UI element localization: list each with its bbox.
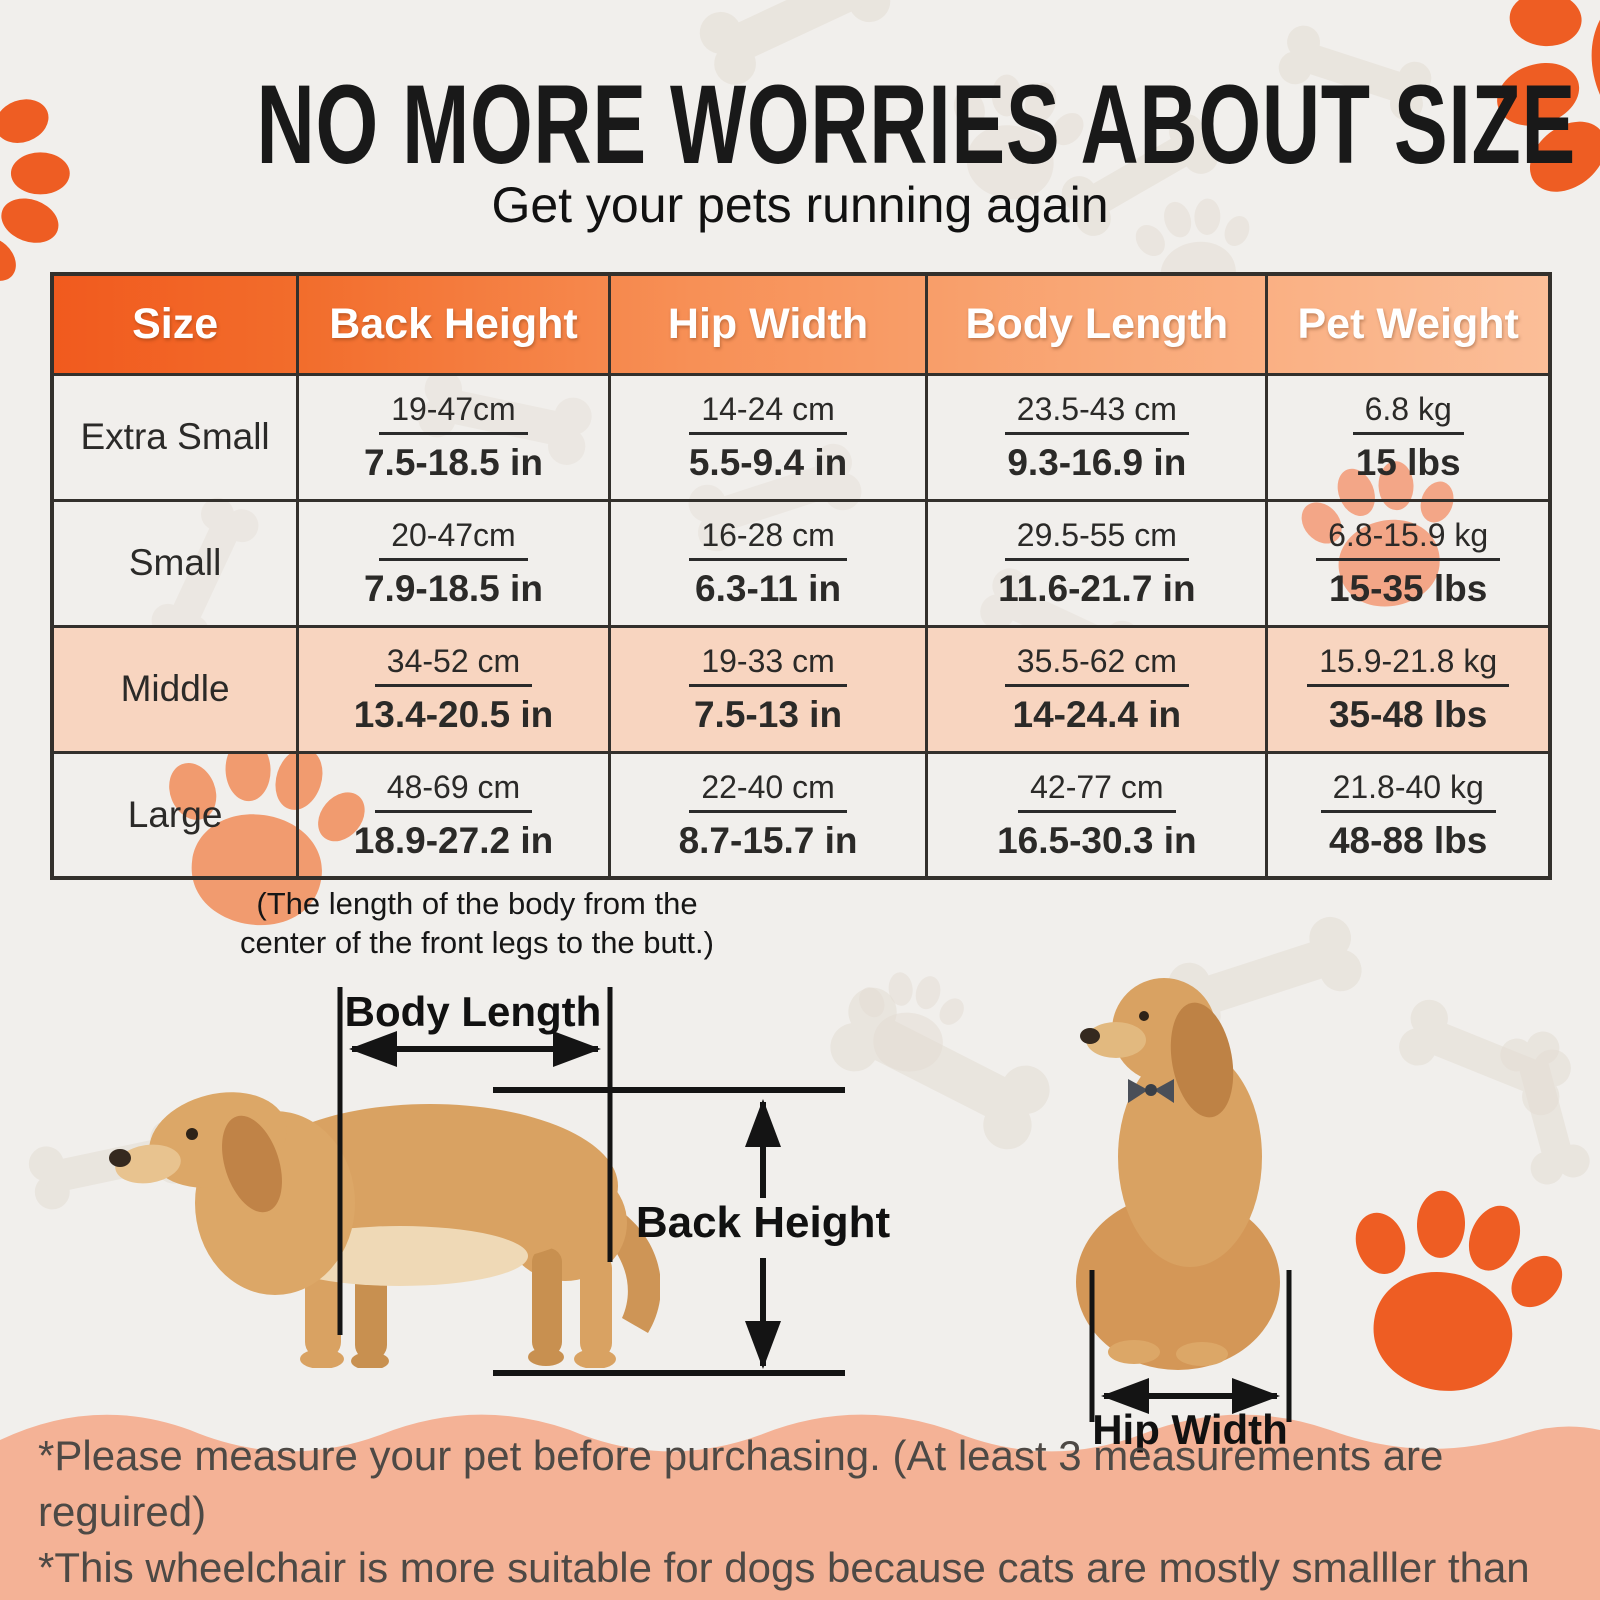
table-row-middle: Middle 34-52 cm 13.4-20.5 in 19-33 cm 7.5-… [50,624,1552,754]
pet-weight-cell: 6.8 kg 15 lbs [1265,372,1552,502]
table-header-row: Size Back Height Hip Width Body Length P… [50,272,1552,376]
column-header-pet-weight: Pet Weight [1265,272,1552,376]
standing-dog-illustration [100,1068,660,1368]
pet-weight-cell: 15.9-21.8 kg 35-48 lbs [1265,624,1552,754]
cm-value: 42-77 cm [1018,771,1176,813]
body-length-cell: 42-77 cm 16.5-30.3 in [925,750,1269,880]
column-header-size: Size [50,272,300,376]
pet-weight-cell: 6.8-15.9 kg 15-35 lbs [1265,498,1552,628]
cm-value: 23.5-43 cm [1004,393,1189,435]
size-label: Large [50,750,300,880]
pet-weight-cell: 21.8-40 kg 48-88 lbs [1265,750,1552,880]
hip-width-cell: 16-28 cm 6.3-11 in [607,498,929,628]
kg-value: 6.8 kg [1352,393,1464,435]
size-chart-table: Size Back Height Hip Width Body Length P… [50,272,1552,880]
column-header-hip-width: Hip Width [607,272,929,376]
footnotes: *Please measure your pet before purchasi… [38,1428,1583,1600]
size-label: Middle [50,624,300,754]
body-length-note-line1: (The length of the body from the [256,886,698,921]
lbs-value: 15-35 lbs [1328,568,1488,609]
cm-value: 20-47cm [379,519,528,561]
body-length-cell: 35.5-62 cm 14-24.4 in [925,624,1269,754]
cm-value: 48-69 cm [374,771,533,813]
cm-value: 22-40 cm [689,771,847,813]
kg-value: 6.8-15.9 kg [1316,519,1501,561]
hip-width-cell: 22-40 cm 8.7-15.7 in [607,750,929,880]
hip-width-cell: 14-24 cm 5.5-9.4 in [607,372,929,502]
cm-value: 16-28 cm [689,519,847,561]
body-length-note: (The length of the body from the center … [238,884,716,962]
in-value: 14-24.4 in [1012,694,1182,735]
footnote-2: *This wheelchair is more suitable for do… [38,1544,1530,1591]
body-length-cell: 29.5-55 cm 11.6-21.7 in [925,498,1269,628]
in-value: 9.3-16.9 in [1007,442,1187,483]
cm-value: 35.5-62 cm [1004,645,1189,687]
in-value: 18.9-27.2 in [353,819,554,861]
cm-value: 29.5-55 cm [1004,519,1189,561]
kg-value: 15.9-21.8 kg [1307,645,1510,687]
back-height-cell: 34-52 cm 13.4-20.5 in [296,624,611,754]
cm-value: 34-52 cm [374,645,533,687]
in-value: 11.6-21.7 in [998,568,1196,609]
in-value: 13.4-20.5 in [353,694,554,735]
page-title: NO MORE WORRIES ABOUT SIZE [0,60,1600,189]
lbs-value: 35-48 lbs [1328,694,1488,735]
footer-wave [0,1414,1600,1600]
in-value: 7.5-18.5 in [363,442,543,483]
table-row-extra-small: Extra Small 19-47cm 7.5-18.5 in 14-24 cm 5… [50,372,1552,502]
sitting-dog-illustration [1052,952,1304,1377]
footnote-1: *Please measure your pet before purchasi… [38,1432,1444,1535]
hip-width-cell: 19-33 cm 7.5-13 in [607,624,929,754]
back-height-cell: 20-47cm 7.9-18.5 in [296,498,611,628]
in-value: 7.5-13 in [693,694,843,735]
body-length-label: Body Length [344,988,602,1035]
back-height-cell: 48-69 cm 18.9-27.2 in [296,750,611,880]
body-length-cell: 23.5-43 cm 9.3-16.9 in [925,372,1269,502]
paw-pattern-icon [845,955,975,1085]
in-value: 8.7-15.7 in [678,819,858,861]
lbs-value: 15 lbs [1355,442,1461,483]
size-label: Extra Small [50,372,300,502]
in-value: 6.3-11 in [695,568,842,609]
size-label: Small [50,498,300,628]
in-value: 5.5-9.4 in [688,442,848,483]
in-value: 7.9-18.5 in [363,568,543,609]
cm-value: 19-33 cm [689,645,847,687]
table-row-small: Small 20-47cm 7.9-18.5 in 16-28 cm 6.3-11 … [50,498,1552,628]
in-value: 16.5-30.3 in [997,819,1197,861]
back-height-cell: 19-47cm 7.5-18.5 in [296,372,611,502]
back-height-label: Back Height [635,1198,891,1247]
column-header-back-height: Back Height [296,272,611,376]
column-header-body-length: Body Length [925,272,1269,376]
kg-value: 21.8-40 kg [1320,771,1496,813]
lbs-value: 48-88 lbs [1328,819,1488,861]
cm-value: 14-24 cm [689,393,847,435]
page-subtitle: Get your pets running again [491,177,1109,233]
table-row-large: Large 48-69 cm 18.9-27.2 in 22-40 cm 8.7-1… [50,750,1552,880]
body-length-note-line2: center of the front legs to the butt.) [240,925,714,960]
page-title-text: NO MORE WORRIES ABOUT SIZE [256,62,1576,187]
cm-value: 19-47cm [379,393,528,435]
